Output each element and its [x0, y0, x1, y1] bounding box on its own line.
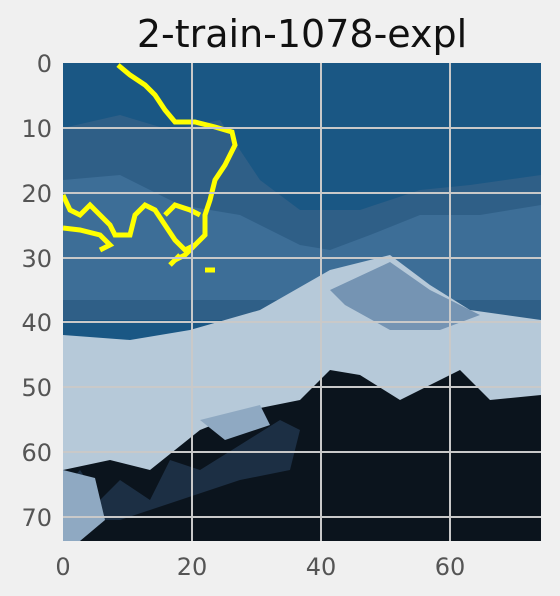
x-tick-label: 40: [306, 553, 337, 581]
y-tick-label: 30: [21, 245, 52, 273]
x-axis-ticks: 0 20 40 60: [55, 553, 465, 581]
y-tick-label: 0: [37, 50, 52, 78]
grid-lines: [63, 63, 541, 541]
x-tick-label: 0: [55, 553, 70, 581]
explanation-outline: [63, 63, 238, 273]
figure-title: 2-train-1078-expl: [137, 12, 467, 56]
y-tick-label: 10: [21, 115, 52, 143]
y-axis-ticks: 0 10 20 30 40 50 60 70: [21, 50, 52, 532]
x-tick-label: 60: [435, 553, 466, 581]
y-tick-label: 70: [21, 504, 52, 532]
heatmap-image: [63, 63, 541, 541]
x-tick-label: 20: [177, 553, 208, 581]
y-tick-label: 40: [21, 309, 52, 337]
y-tick-label: 60: [21, 439, 52, 467]
y-tick-label: 50: [21, 374, 52, 402]
y-tick-label: 20: [21, 180, 52, 208]
